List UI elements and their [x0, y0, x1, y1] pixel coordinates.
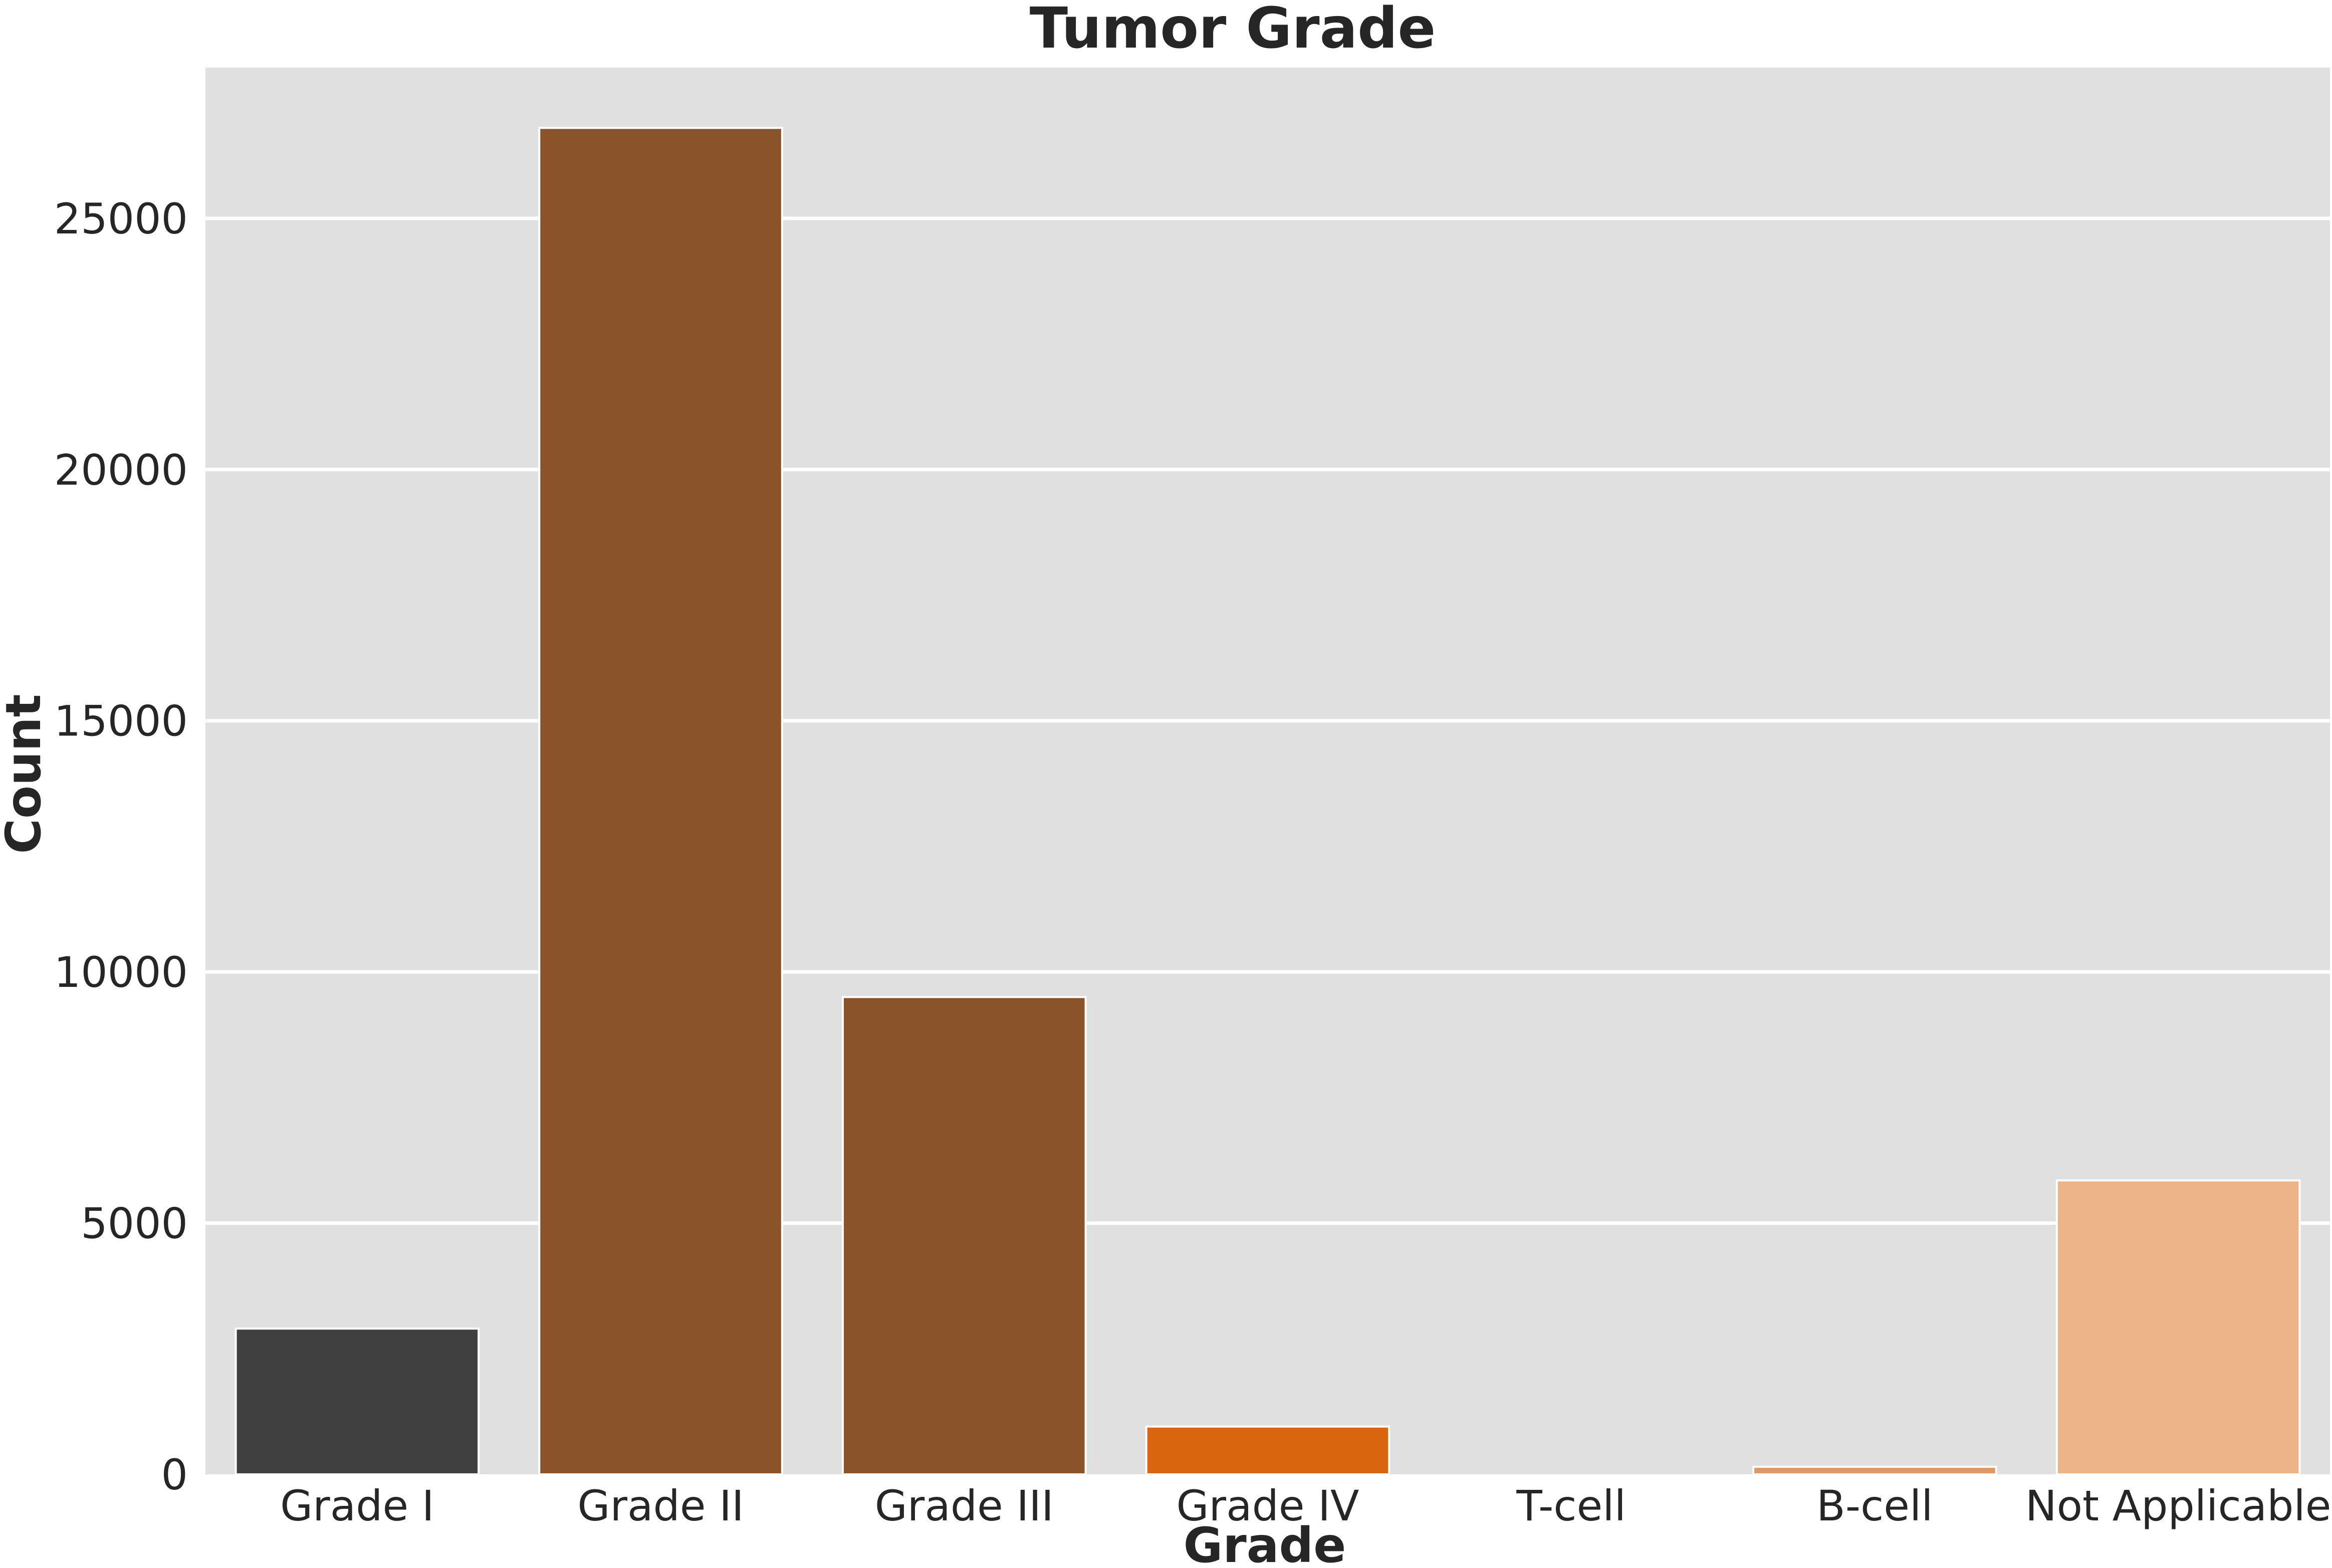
bar-grade-iv — [1145, 1425, 1390, 1475]
y-tick-label: 25000 — [54, 194, 188, 243]
x-tick-label: Grade IV — [1176, 1481, 1359, 1530]
bars — [235, 127, 2301, 1476]
x-tick-label: Not Applicable — [2025, 1481, 2331, 1530]
y-tick-label: 0 — [161, 1450, 188, 1499]
x-tick-label: Grade III — [875, 1481, 1054, 1530]
x-tick-label: Grade II — [577, 1481, 744, 1530]
bar-grade-iii — [842, 996, 1087, 1476]
chart-title: Tumor Grade — [1030, 0, 1436, 61]
plot-background — [205, 68, 2330, 1474]
bar-grade-i — [235, 1328, 480, 1475]
x-tick-labels: Grade I Grade II Grade III Grade IV T-cell B-… — [280, 1481, 2331, 1530]
x-tick-label: T-cell — [1516, 1481, 1625, 1530]
bar-grade-ii — [538, 127, 783, 1476]
y-tick-label: 20000 — [54, 445, 188, 494]
x-tick-label: B-cell — [1816, 1481, 1933, 1530]
y-tick-label: 15000 — [54, 697, 188, 746]
bar-not-applicable — [2055, 1179, 2301, 1476]
y-axis-title: Count — [0, 694, 52, 854]
y-tick-labels: 0 5000 10000 15000 20000 25000 — [54, 194, 188, 1499]
x-tick-label: Grade I — [280, 1481, 434, 1530]
bar-b-cell — [1752, 1465, 1997, 1475]
y-tick-label: 5000 — [81, 1199, 188, 1248]
y-tick-label: 10000 — [54, 948, 188, 997]
x-axis-title: Grade — [1184, 1517, 1346, 1568]
